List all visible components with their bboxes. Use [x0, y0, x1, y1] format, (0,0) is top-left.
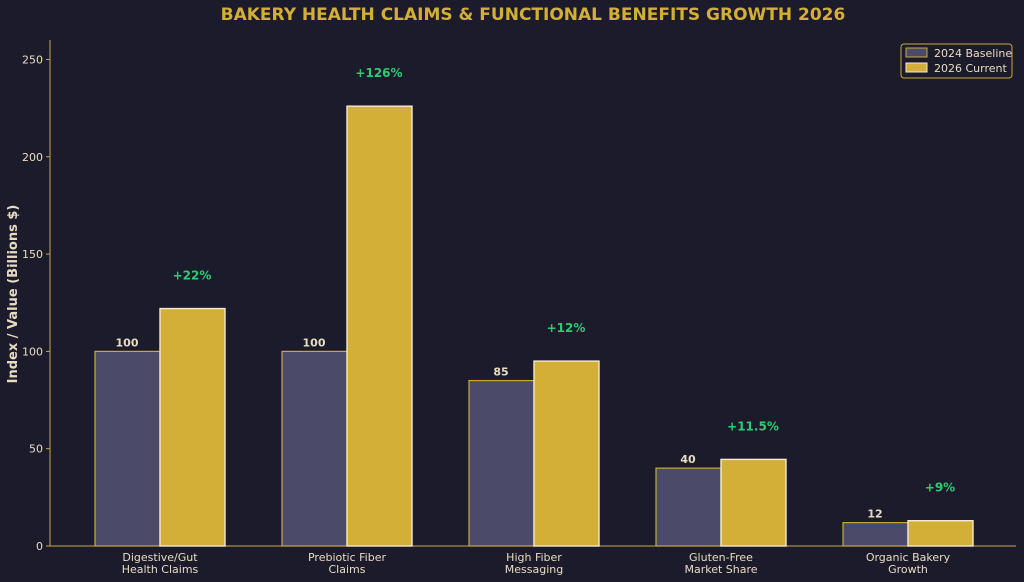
y-tick-label: 150	[22, 248, 43, 261]
bar-current	[159, 307, 226, 547]
value-label: 100	[116, 336, 139, 349]
value-label: 12	[867, 508, 882, 521]
bar-baseline	[655, 467, 722, 547]
y-tick-label: 250	[22, 53, 43, 66]
growth-label: +12%	[547, 321, 586, 335]
y-tick-label: 0	[36, 540, 43, 553]
value-label: 40	[680, 453, 696, 466]
bar-baseline	[842, 522, 909, 547]
bar-baseline	[281, 350, 348, 547]
bar-current	[533, 360, 600, 547]
legend: 2024 Baseline 2026 Current	[900, 43, 1013, 79]
y-tick-label: 100	[22, 345, 43, 358]
bar-current	[346, 105, 413, 547]
x-tick-label: Organic Bakery	[866, 551, 951, 564]
growth-label: +9%	[925, 481, 955, 495]
legend-box	[900, 43, 1013, 79]
x-tick-label: Messaging	[505, 563, 563, 576]
legend-label: 2024 Baseline	[934, 47, 1012, 60]
x-tick-label: Prebiotic Fiber	[308, 551, 387, 564]
x-tick-label: High Fiber	[506, 551, 562, 564]
growth-label: +11.5%	[727, 419, 779, 433]
bars	[94, 105, 974, 547]
bar-baseline	[468, 379, 535, 547]
y-tick-label: 50	[29, 443, 43, 456]
growth-label: +126%	[355, 66, 402, 80]
x-tick-label: Market Share	[684, 563, 757, 576]
x-tick-label: Health Claims	[122, 563, 199, 576]
legend-swatch	[905, 47, 928, 58]
x-tick-label: Gluten-Free	[689, 551, 753, 564]
value-label: 100	[303, 336, 326, 349]
y-axis-label: Index / Value (Billions $)	[6, 205, 21, 384]
bar-current	[720, 458, 787, 547]
y-ticks: 0 50 100 150 200 250	[22, 53, 50, 553]
growth-label: +22%	[173, 269, 212, 283]
legend-swatch	[905, 62, 928, 73]
bar-current	[907, 520, 974, 547]
chart-title: BAKERY HEALTH CLAIMS & FUNCTIONAL BENEFI…	[221, 5, 846, 25]
x-tick-label: Claims	[329, 563, 366, 576]
value-label: 85	[493, 366, 508, 379]
y-tick-label: 200	[22, 151, 43, 164]
growth-labels: +22% +126% +12% +11.5% +9%	[173, 66, 956, 495]
x-tick-label: Digestive/Gut	[122, 551, 198, 564]
value-labels: 100 100 85 40 12	[116, 336, 883, 520]
x-tick-label: Growth	[888, 563, 928, 576]
legend-label: 2026 Current	[934, 62, 1007, 75]
bar-baseline	[94, 350, 161, 547]
